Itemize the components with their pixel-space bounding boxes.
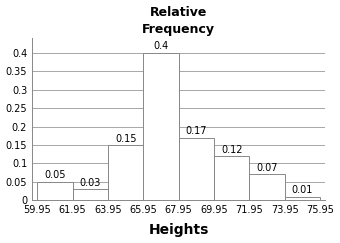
Text: 0.05: 0.05 (44, 170, 66, 180)
Text: 0.17: 0.17 (186, 126, 207, 136)
Bar (37, 182, 73, 200)
Bar (143, 53, 178, 200)
Bar (73, 189, 108, 200)
Text: 0.15: 0.15 (115, 133, 136, 144)
Bar (285, 197, 320, 200)
Bar (214, 156, 249, 200)
Text: 0.07: 0.07 (256, 163, 278, 173)
X-axis label: Heights: Heights (149, 224, 209, 237)
Text: 0.4: 0.4 (153, 41, 169, 51)
Text: 0.03: 0.03 (80, 178, 101, 188)
Text: 0.12: 0.12 (221, 145, 242, 155)
Title: Relative
Frequency: Relative Frequency (142, 6, 215, 35)
Text: 0.01: 0.01 (292, 185, 313, 195)
Bar (108, 145, 143, 200)
Bar (249, 174, 285, 200)
Bar (178, 138, 214, 200)
